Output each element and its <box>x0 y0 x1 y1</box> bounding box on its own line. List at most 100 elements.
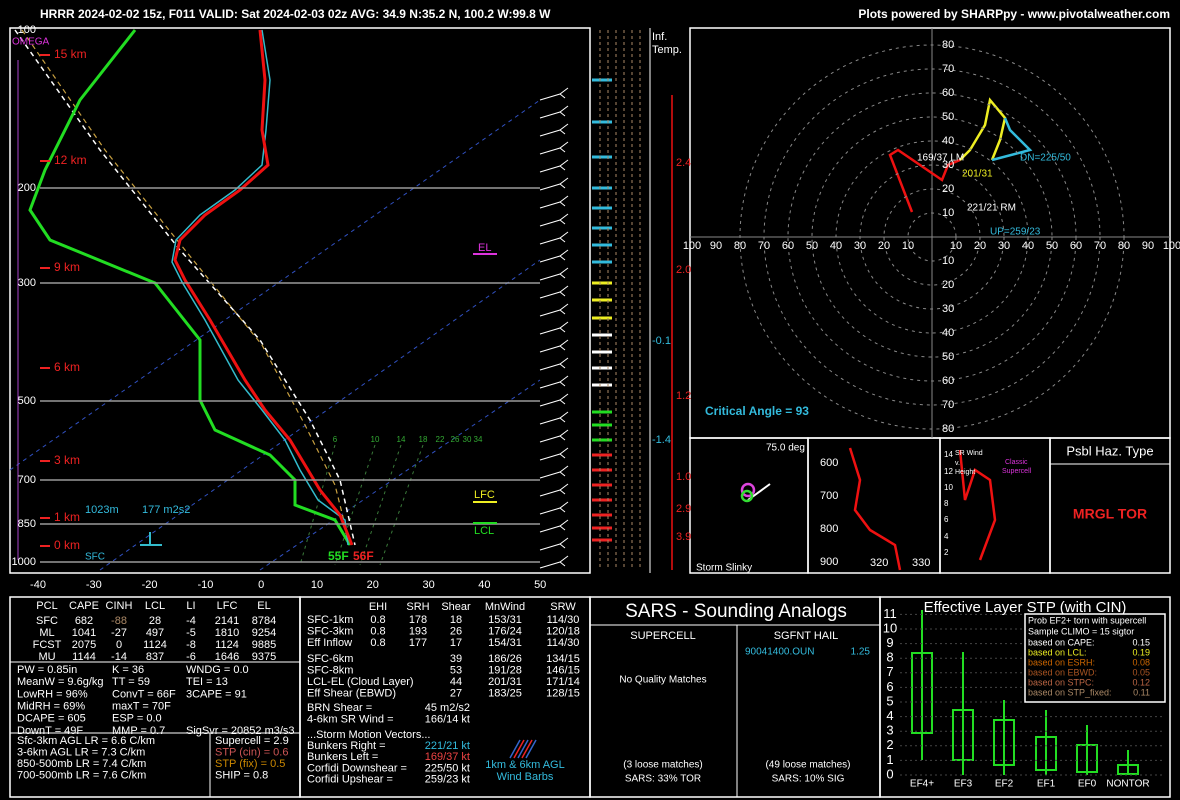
kin-header: SRW <box>550 601 576 613</box>
index-cell: MeanW = 9.6g/kg <box>17 676 104 688</box>
stp-ytick: 0 <box>886 766 893 781</box>
inf-red-label: 1.2 <box>676 390 691 402</box>
kin-cell: 128/15 <box>546 687 580 699</box>
hodo-label: 100 <box>683 240 701 252</box>
slinky-label: Storm Slinky <box>696 563 752 574</box>
index-cell: LowRH = 96% <box>17 688 88 700</box>
composite: Supercell = 2.9 <box>215 735 289 747</box>
mixing-ratio-label: 34 <box>474 435 483 444</box>
parcel-cell: -88 <box>111 615 127 627</box>
parcel-cell: 682 <box>75 615 93 627</box>
sars-col-title: SGFNT HAIL <box>774 630 839 642</box>
temp-label: -30 <box>86 579 102 591</box>
hodo-ring <box>739 44 1125 430</box>
barb-icon <box>517 739 529 759</box>
srwind-title: SR Wind <box>955 450 983 457</box>
hodo-label: 80 <box>942 39 954 51</box>
kin-cell: 154/31 <box>488 637 522 649</box>
stp-title: Effective Layer STP (with CIN) <box>924 599 1127 616</box>
index-cell: ConvT = 66F <box>112 688 176 700</box>
sfc-label: SFC <box>85 552 105 563</box>
pressure-label: 700 <box>18 474 36 486</box>
parcel-cell: SFC <box>36 615 58 627</box>
kin-cell: 45 m2/s2 <box>425 702 470 714</box>
barbs-label: Wind Barbs <box>497 771 554 783</box>
hodo-label: 40 <box>942 327 954 339</box>
wind-barb <box>539 447 569 461</box>
index-cell: DownT = 49F <box>17 725 83 737</box>
parcel-header: EL <box>257 600 270 612</box>
pressure-label: 200 <box>18 182 36 194</box>
hodo-label: 70 <box>1094 240 1106 252</box>
wind-barb <box>539 249 569 263</box>
parcel-cell: 1646 <box>215 651 239 663</box>
hodo-label: 50 <box>806 240 818 252</box>
kin-header: Shear <box>441 601 471 613</box>
motion-label: Bunkers Left = <box>307 751 378 763</box>
stp-ytick: 4 <box>886 708 893 723</box>
kin-cell: 44 <box>450 676 462 688</box>
stp-category: EF4+ <box>910 779 934 790</box>
stp-legend-label: based on EBWD: <box>1028 667 1097 677</box>
height-label: 15 km <box>54 47 87 61</box>
parcel-cell: 1124 <box>143 639 167 651</box>
sars-match: No Quality Matches <box>619 675 706 686</box>
wind-barb <box>539 195 569 209</box>
parcel-cell: 2075 <box>72 639 96 651</box>
motion-label: Bunkers Right = <box>307 740 386 752</box>
hodo-label: 30 <box>854 240 866 252</box>
srwind-height: 10 <box>944 483 953 492</box>
srwind-note: Supercell <box>1002 468 1032 475</box>
kin-cell: 153/31 <box>488 614 522 626</box>
kin-label: LCL-EL (Cloud Layer) <box>307 676 414 688</box>
wind-barb <box>539 411 569 425</box>
mixing-ratio-label: 14 <box>397 435 406 444</box>
motion-label: Corfidi Upshear = <box>307 774 393 786</box>
hodo-label: 10 <box>942 207 954 219</box>
hodo-label: 80 <box>734 240 746 252</box>
index-cell: maxT = 70F <box>112 701 171 713</box>
index-cell: SigSvr = 20852 m3/s3 <box>186 725 295 737</box>
pressure-label: 850 <box>18 518 36 530</box>
hodo-label: 70 <box>942 63 954 75</box>
barb-icon <box>513 739 525 759</box>
lapse-rate: 700-500mb LR = 7.6 C/km <box>17 769 146 781</box>
stp-category: EF1 <box>1037 779 1056 790</box>
stp-legend-label: based on ESRH: <box>1028 657 1095 667</box>
barbs-label: 1km & 6km AGL <box>485 759 564 771</box>
srwind-height: 4 <box>944 532 949 541</box>
motion-title: ...Storm Motion Vectors... <box>307 729 431 741</box>
index-cell: TT = 59 <box>112 676 150 688</box>
hodo-label: 20 <box>942 279 954 291</box>
kin-cell: 191/28 <box>488 664 522 676</box>
index-cell: DCAPE = 605 <box>17 713 86 725</box>
kin-label: 4-6km SR Wind = <box>307 713 394 725</box>
hodo-label: 60 <box>1070 240 1082 252</box>
wind-barb <box>539 537 569 551</box>
parcel-cell: -6 <box>186 651 196 663</box>
wind-barb <box>539 393 569 407</box>
hodo-label: 80 <box>942 423 954 435</box>
srwind-height: 14 <box>944 450 953 459</box>
stp-ytick: 2 <box>886 737 893 752</box>
hodo-label: 100 <box>1163 240 1180 252</box>
mixing-ratio-label: 26 <box>451 435 460 444</box>
hodo-label: 20 <box>974 240 986 252</box>
srwind-height: 8 <box>944 499 949 508</box>
theta-x: 320 <box>870 557 888 569</box>
stp-legend-label: based on STP_fixed: <box>1028 687 1112 697</box>
hodo-label: 40 <box>1022 240 1034 252</box>
wind-barb <box>539 213 569 227</box>
inf-blue-label: -1.4 <box>652 434 671 446</box>
parcel-cell: 497 <box>146 627 164 639</box>
lapse-rate: Sfc-3km AGL LR = 6.6 C/km <box>17 735 155 747</box>
parcel-cell: -27 <box>111 627 127 639</box>
hodo-label: 20 <box>942 183 954 195</box>
kin-label: Eff Shear (EBWD) <box>307 687 396 699</box>
pressure-label: 500 <box>18 395 36 407</box>
wind-barb <box>539 465 569 479</box>
wind-barb <box>539 519 569 533</box>
kin-cell: 166/14 kt <box>425 713 470 725</box>
stp-legend-label: based on LCL: <box>1028 647 1087 657</box>
